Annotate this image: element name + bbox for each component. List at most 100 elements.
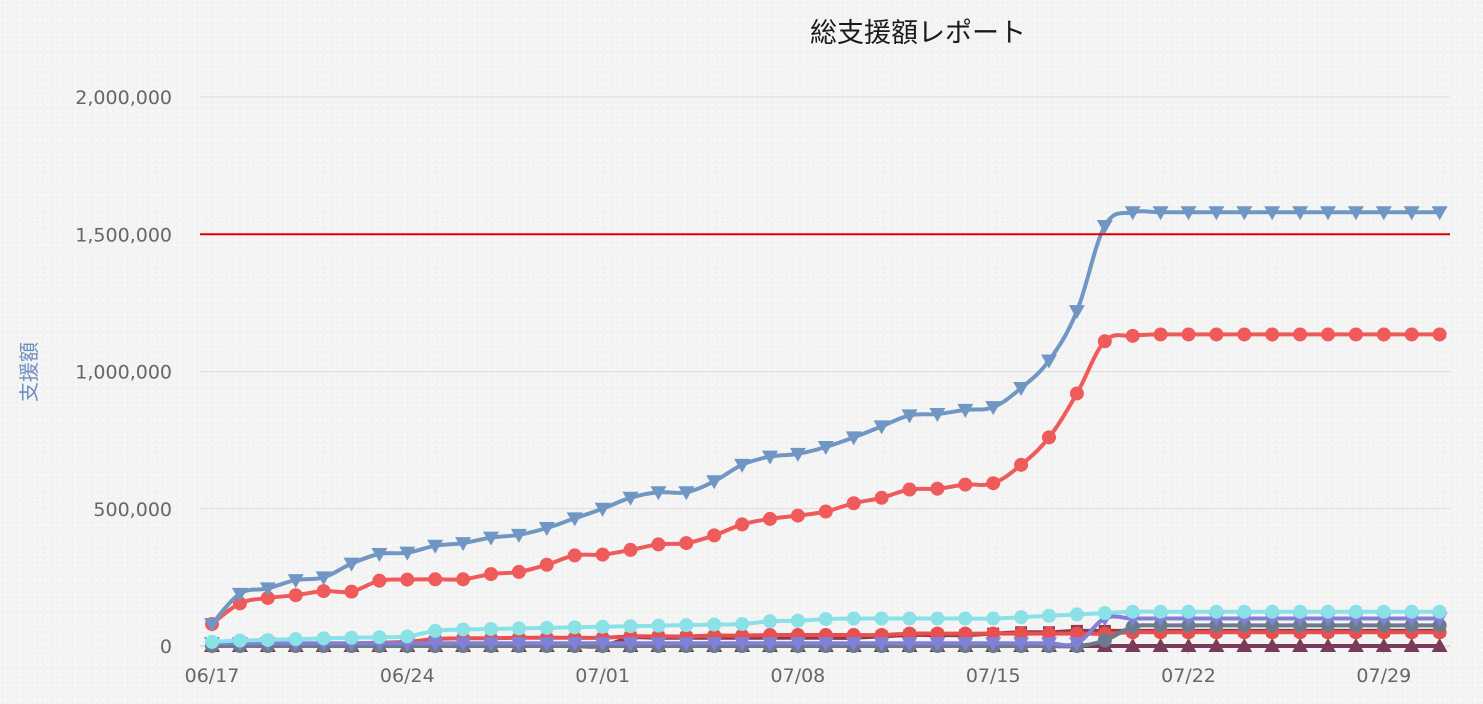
data-point [1069, 386, 1084, 401]
data-point [232, 633, 247, 648]
data-point [427, 539, 444, 554]
data-point [484, 621, 498, 636]
data-point [1432, 604, 1447, 619]
data-point [538, 637, 555, 652]
data-point [1180, 638, 1197, 652]
data-point [929, 408, 946, 423]
data-point [344, 630, 359, 645]
data-point [1320, 206, 1336, 221]
data-point [1125, 328, 1140, 343]
data-point [845, 431, 862, 446]
data-point [1180, 206, 1197, 221]
data-point [567, 548, 582, 563]
data-point [1376, 604, 1391, 619]
data-point [929, 637, 946, 652]
data-point [344, 584, 359, 599]
data-point [1404, 604, 1419, 619]
data-point [735, 517, 750, 532]
data-point [567, 620, 582, 635]
data-point [1237, 327, 1252, 342]
data-point [595, 547, 610, 562]
data-point [622, 491, 639, 506]
data-point [650, 486, 667, 501]
data-point [1321, 327, 1335, 342]
x-tick-label: 07/22 [1161, 665, 1216, 687]
data-point [679, 618, 694, 633]
data-point [986, 611, 1001, 626]
data-point [902, 611, 917, 626]
data-point [594, 637, 611, 652]
data-point [1403, 206, 1420, 221]
data-point [678, 637, 695, 652]
data-point [1042, 626, 1056, 641]
data-point [1293, 604, 1308, 619]
data-point [1042, 608, 1056, 623]
data-point [789, 447, 806, 462]
data-point [789, 637, 806, 652]
data-point [1014, 610, 1029, 625]
data-point [1320, 638, 1336, 652]
data-point [1097, 334, 1112, 349]
data-point [790, 613, 805, 628]
series-line [210, 209, 1442, 626]
x-tick-label: 07/08 [771, 665, 826, 687]
data-point [1209, 327, 1224, 342]
data-point [539, 620, 554, 635]
data-point [1431, 638, 1448, 652]
data-point [232, 596, 247, 611]
data-point [1236, 638, 1253, 652]
data-point [623, 619, 638, 634]
data-point [1041, 637, 1057, 652]
data-point [623, 542, 638, 557]
data-point [1152, 206, 1169, 221]
data-point [1208, 638, 1225, 652]
data-point [372, 573, 387, 588]
data-point [986, 476, 1001, 491]
data-point [287, 574, 304, 589]
data-point [456, 622, 471, 637]
data-point [1125, 604, 1140, 619]
data-point [1347, 206, 1364, 221]
data-point [343, 557, 360, 572]
data-point [1042, 430, 1056, 445]
data-point [1208, 206, 1225, 221]
data-point [706, 475, 723, 490]
data-point [985, 401, 1002, 416]
data-point [1292, 638, 1309, 652]
data-point [372, 630, 387, 645]
data-point [1348, 604, 1363, 619]
data-point [316, 631, 331, 646]
data-point [428, 572, 443, 587]
data-point [204, 618, 220, 633]
data-point [1265, 604, 1280, 619]
data-point [1124, 638, 1141, 652]
data-point [873, 420, 890, 435]
series-2 [205, 327, 1447, 632]
data-point [651, 618, 666, 633]
data-point [622, 637, 639, 652]
data-point [678, 486, 695, 501]
data-point [315, 571, 332, 586]
data-point [874, 611, 889, 626]
data-point [1293, 327, 1308, 342]
data-point [428, 623, 443, 638]
data-point [1265, 327, 1280, 342]
data-point [511, 564, 526, 579]
gridlines [200, 96, 1450, 647]
y-tick-label: 1,500,000 [75, 224, 172, 246]
data-point [1181, 604, 1196, 619]
data-point [1124, 206, 1141, 221]
data-point [1403, 638, 1420, 652]
x-axis-ticks: 06/17 06/24 07/01 07/08 07/15 07/22 07/29 [185, 646, 1411, 687]
data-point [1264, 206, 1281, 221]
data-point [510, 528, 527, 543]
data-point [260, 590, 275, 605]
data-point [594, 502, 611, 517]
data-point [371, 548, 388, 563]
data-point [205, 634, 219, 649]
data-point [957, 637, 974, 652]
data-point [762, 450, 778, 465]
data-point [400, 629, 415, 644]
x-tick-label: 06/24 [380, 665, 435, 687]
